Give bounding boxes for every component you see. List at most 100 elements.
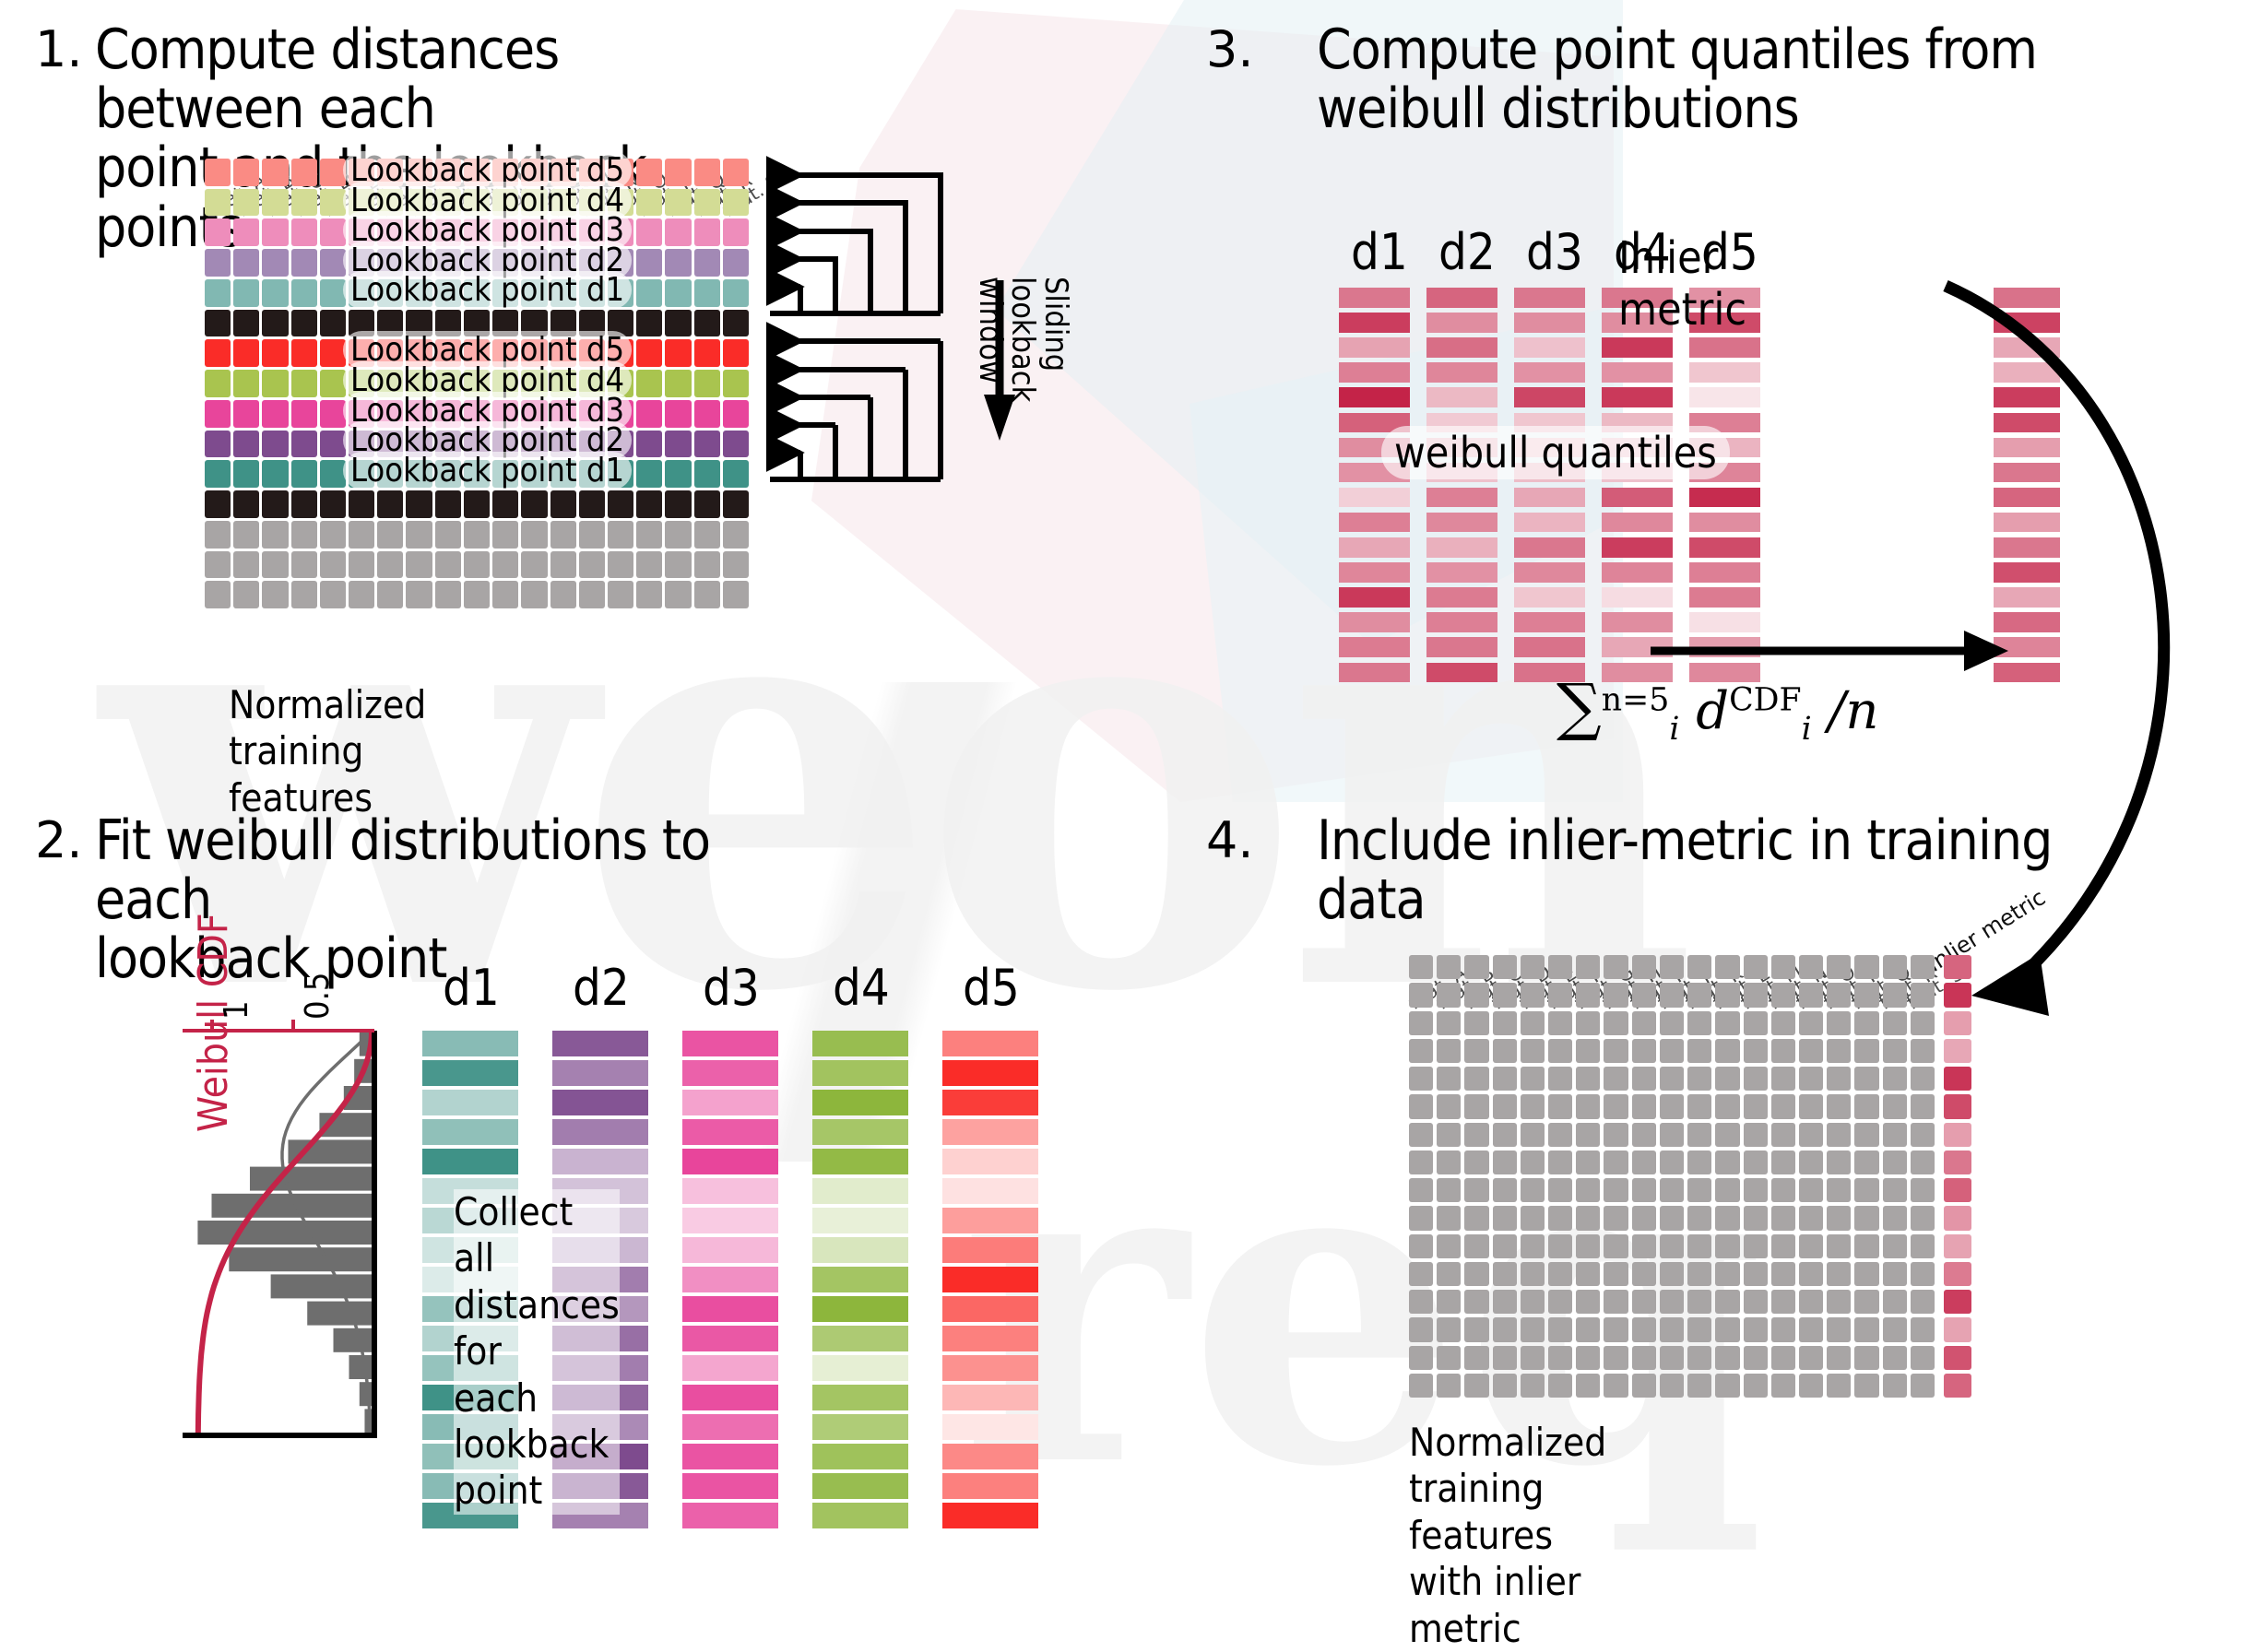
- feature-cell: [463, 520, 491, 549]
- feature-cell: [1631, 1067, 1656, 1092]
- feature-cell: [1464, 1010, 1489, 1035]
- feature-cell: [1743, 1373, 1768, 1398]
- quantile-cell: [1689, 487, 1760, 508]
- feature-cell: [1910, 1345, 1935, 1370]
- feature-cell: [1715, 955, 1740, 980]
- feature-cell: [290, 218, 317, 247]
- feature-cell: [1687, 1178, 1712, 1203]
- feature-cell: [319, 581, 347, 608]
- feature-cell: [665, 550, 692, 579]
- feature-cell: [1631, 1373, 1656, 1398]
- quantile-cell: [1689, 662, 1760, 682]
- quantile-cell: [1602, 562, 1673, 583]
- feature-cell: [1520, 1317, 1545, 1342]
- feature-cell: [1770, 1290, 1795, 1315]
- quantile-cell: [1339, 362, 1410, 383]
- distance-cell: [812, 1296, 908, 1322]
- sliding-window-arrow-icon: [984, 280, 1015, 441]
- feature-cell: [1770, 1317, 1795, 1342]
- quantile-cell: [1339, 337, 1410, 358]
- feature-cell: [1576, 1206, 1601, 1231]
- feature-cell: [1910, 1038, 1935, 1063]
- distance-cell: [812, 1473, 908, 1499]
- feature-cell: [205, 430, 231, 458]
- inlier-metric-cell: [1944, 1233, 1971, 1258]
- quantile-cell: [1514, 487, 1585, 508]
- feature-cell: [1882, 1178, 1907, 1203]
- inlier-metric-cell: [1944, 1010, 1971, 1035]
- feature-cell: [1770, 1178, 1795, 1203]
- feature-cell: [1576, 955, 1601, 980]
- feature-cell: [349, 490, 375, 518]
- feature-cell: [1437, 983, 1462, 1008]
- feature-cell: [1576, 1067, 1601, 1092]
- quantile-cell: [1426, 612, 1497, 632]
- feature-cell: [1520, 1178, 1545, 1203]
- histogram-bar: [229, 1247, 372, 1272]
- feature-cell: [1520, 1206, 1545, 1231]
- step-1-number: 1.: [35, 20, 83, 78]
- feature-cell: [1492, 1178, 1517, 1203]
- inlier-metric-cell: [1994, 387, 2060, 407]
- feature-cell: [1743, 1150, 1768, 1174]
- feature-cell: [1464, 1345, 1489, 1370]
- distance-cell: [812, 1414, 908, 1440]
- feature-cell: [1548, 1261, 1573, 1286]
- feature-cell: [1910, 1206, 1935, 1231]
- feature-cell: [233, 159, 260, 186]
- feature-cell: [1827, 1206, 1852, 1231]
- distance-column-label-d2: d2: [573, 959, 630, 1017]
- feature-cell: [1604, 1178, 1628, 1203]
- feature-cell: [722, 430, 749, 458]
- feature-cell: [1520, 955, 1545, 980]
- feature-cell: [665, 581, 692, 608]
- feature-cell: [319, 430, 347, 458]
- feature-cell: [1715, 1345, 1740, 1370]
- feature-cell: [722, 490, 749, 518]
- inlier-metric-cell: [1944, 1261, 1971, 1286]
- feature-cell: [521, 490, 548, 518]
- feature-cell: [262, 430, 289, 458]
- feature-cell: [319, 520, 347, 549]
- feature-cell: [1548, 1206, 1573, 1231]
- feature-cell: [1631, 983, 1656, 1008]
- feature-cell: [550, 520, 576, 549]
- feature-cell: [406, 550, 432, 579]
- feature-cell: [1715, 1290, 1740, 1315]
- feature-cell: [290, 490, 317, 518]
- distance-cell: [812, 1237, 908, 1263]
- feature-cell: [463, 490, 491, 518]
- quantile-cell: [1426, 587, 1497, 608]
- feature-cell: [722, 188, 749, 217]
- feature-cell: [1548, 1317, 1573, 1342]
- feature-cell: [1437, 1067, 1462, 1092]
- quantile-cell: [1426, 562, 1497, 583]
- feature-cell: [233, 460, 260, 489]
- feature-cell: [1409, 1345, 1434, 1370]
- inlier-metric-cell: [1994, 437, 2060, 458]
- feature-cell: [636, 339, 663, 368]
- feature-cell: [693, 159, 720, 186]
- feature-cell: [1910, 1122, 1935, 1147]
- feature-cell: [1437, 1150, 1462, 1174]
- distance-cell: [422, 1149, 518, 1174]
- feature-cell: [1409, 1233, 1434, 1258]
- feature-cell: [1520, 1067, 1545, 1092]
- feature-cell: [233, 550, 260, 579]
- distance-column-label-d3: d3: [703, 959, 760, 1017]
- feature-cell: [722, 249, 749, 277]
- feature-cell: [349, 520, 375, 549]
- feature-cell: [262, 399, 289, 428]
- feature-cell: [1548, 1067, 1573, 1092]
- feature-cell: [1520, 1345, 1545, 1370]
- distance-cell: [812, 1178, 908, 1204]
- feature-cell: [1798, 1317, 1824, 1342]
- distance-cell: [682, 1149, 778, 1174]
- distance-cell: [812, 1119, 908, 1145]
- feature-cell: [1437, 1010, 1462, 1035]
- feature-cell: [1798, 1038, 1824, 1063]
- distance-cell: [552, 1031, 648, 1056]
- distance-cell: [682, 1355, 778, 1381]
- feature-cell: [1631, 1150, 1656, 1174]
- feature-cell: [463, 550, 491, 579]
